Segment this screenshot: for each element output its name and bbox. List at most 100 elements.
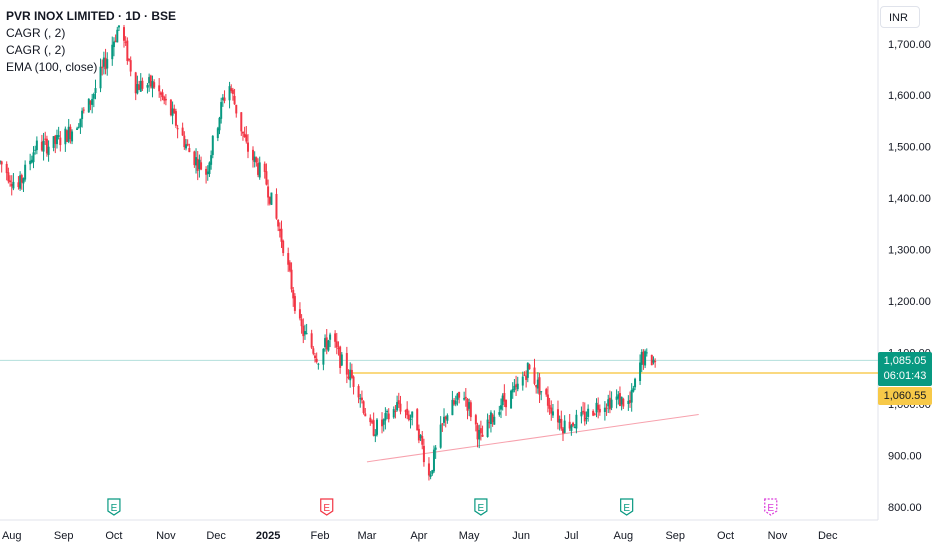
candle-body — [42, 140, 45, 152]
candle-body — [632, 388, 635, 392]
candle-body — [148, 77, 151, 84]
candle-body — [141, 80, 144, 89]
candle-body — [556, 409, 559, 423]
candle-body — [607, 399, 610, 407]
candle-body — [174, 111, 177, 126]
candle-body — [474, 415, 477, 425]
candle-body — [116, 29, 119, 43]
candle-body — [526, 362, 529, 378]
candle-body — [654, 361, 657, 363]
candle-body — [92, 93, 95, 99]
candle-body — [263, 163, 266, 172]
price-axis[interactable]: 800.00900.001,000.001,100.001,200.001,30… — [888, 39, 931, 514]
candle-body — [325, 337, 328, 350]
candle-body — [94, 88, 97, 93]
candle-body — [275, 193, 278, 219]
candle-body — [267, 186, 270, 198]
candle-body — [104, 57, 107, 70]
candle-body — [183, 135, 186, 148]
candle-body — [404, 410, 407, 412]
time-axis[interactable]: Aug Sep Oct Nov Dec 2025 Feb Mar Apr May Jun Jul Aug… — [2, 530, 838, 542]
candle-body — [117, 25, 120, 28]
candle-body — [255, 157, 258, 163]
trend-line[interactable] — [366, 413, 699, 463]
candle-body — [431, 470, 434, 474]
candle-body — [503, 393, 506, 402]
candle-body — [384, 413, 387, 421]
indicator-cagr-1[interactable]: CAGR (, 2) — [6, 26, 66, 40]
candle-body — [347, 376, 350, 379]
candle-body — [453, 400, 456, 405]
price-tick-label: 900.00 — [888, 451, 922, 463]
candle-body — [186, 143, 189, 146]
earnings-marker[interactable]: E — [764, 498, 778, 516]
earnings-marker-label: E — [767, 503, 774, 514]
candle-body — [476, 425, 479, 440]
candle-body — [570, 425, 573, 431]
candle-body — [314, 355, 317, 359]
candle-body — [376, 419, 379, 435]
candle-body — [491, 414, 494, 423]
indicator-cagr-2[interactable]: CAGR (, 2) — [6, 43, 66, 57]
candle-body — [399, 403, 402, 412]
candle-body — [469, 402, 472, 418]
time-tick-label: Feb — [311, 530, 330, 542]
candle-body — [407, 414, 410, 420]
level-price-tag: 1,060.55 — [878, 387, 932, 405]
candle-body — [126, 40, 129, 61]
candle-body — [34, 149, 37, 151]
candle-body — [196, 158, 199, 171]
candle-body — [525, 375, 528, 380]
earnings-marker[interactable]: E — [620, 498, 634, 516]
candle-body — [188, 148, 191, 153]
earnings-marker[interactable]: E — [320, 498, 334, 516]
candle-body — [587, 408, 590, 417]
candle-body — [501, 395, 504, 406]
candle-body — [360, 397, 363, 401]
candle-body — [55, 135, 58, 145]
indicator-ema[interactable]: EMA (100, close) — [6, 60, 98, 74]
candle-body — [193, 151, 196, 166]
candle-body — [622, 398, 625, 407]
candle-body — [406, 408, 409, 416]
candle-body — [639, 362, 642, 381]
candle-body — [627, 400, 630, 404]
candle-body — [298, 309, 301, 319]
candle-body — [464, 396, 467, 399]
candle-body — [535, 384, 538, 388]
candle-body — [528, 364, 531, 370]
candle-body — [253, 156, 256, 162]
candle-body — [629, 400, 632, 403]
time-tick-label: Jun — [512, 530, 530, 542]
candle-body — [235, 104, 238, 114]
candle-body — [128, 58, 131, 61]
symbol-title[interactable]: PVR INOX LIMITED · 1D · BSE — [6, 9, 177, 23]
time-tick-label: Nov — [156, 530, 176, 542]
candle-body — [573, 426, 576, 428]
candle-body — [421, 436, 424, 445]
candle-body — [161, 92, 164, 98]
candle-body — [451, 399, 454, 416]
candle-body — [40, 141, 43, 151]
currency-button[interactable]: INR — [880, 6, 920, 28]
candle-body — [303, 331, 306, 335]
candle-body — [12, 181, 15, 189]
candle-body — [270, 192, 273, 205]
candle-body — [324, 338, 327, 348]
candle-body — [630, 389, 633, 403]
candle-body — [563, 420, 566, 433]
candle-body — [357, 386, 360, 398]
earnings-marker[interactable]: E — [107, 498, 121, 516]
candle-body — [176, 128, 179, 130]
candle-body — [198, 159, 201, 170]
candle-body — [652, 359, 655, 363]
candle-body — [458, 391, 461, 398]
earnings-marker[interactable]: E — [474, 498, 488, 516]
chart-legend: PVR INOX LIMITED · 1D · BSE CAGR (, 2) C… — [6, 8, 176, 76]
candle-body — [545, 389, 548, 395]
candle-body — [538, 377, 541, 395]
time-tick-label: Dec — [206, 530, 226, 542]
candlestick-series — [0, 24, 657, 481]
